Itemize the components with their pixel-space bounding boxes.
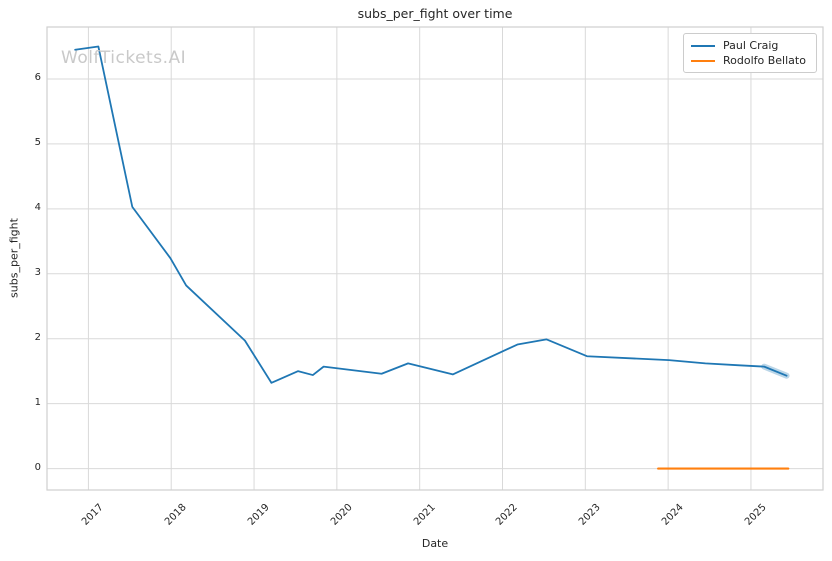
legend-item-paul-craig: Paul Craig xyxy=(691,38,809,53)
plot-border xyxy=(46,26,824,491)
legend-label-rodolfo-bellato: Rodolfo Bellato xyxy=(723,54,806,67)
y-axis-label: subs_per_fight xyxy=(7,218,21,298)
y-tick-label: 1 xyxy=(34,396,41,408)
y-tick-label: 0 xyxy=(34,461,41,473)
legend-line-swatch-rodolfo-bellato xyxy=(691,59,715,62)
y-tick-label: 4 xyxy=(34,201,41,213)
y-tick-label: 2 xyxy=(34,331,41,343)
legend-line-swatch-paul-craig xyxy=(691,44,715,47)
x-axis-label: Date xyxy=(421,537,449,550)
chart-title: subs_per_fight over time xyxy=(357,6,513,21)
y-tick-label: 5 xyxy=(34,136,41,148)
y-tick-label: 6 xyxy=(34,71,41,83)
y-tick-label: 3 xyxy=(34,266,41,278)
legend-label-paul-craig: Paul Craig xyxy=(723,39,779,52)
series-line-paul-craig xyxy=(74,45,788,384)
legend: Paul Craig Rodolfo Bellato xyxy=(683,33,817,73)
legend-item-rodolfo-bellato: Rodolfo Bellato xyxy=(691,53,809,68)
watermark: WolfTickets.AI xyxy=(61,48,187,68)
